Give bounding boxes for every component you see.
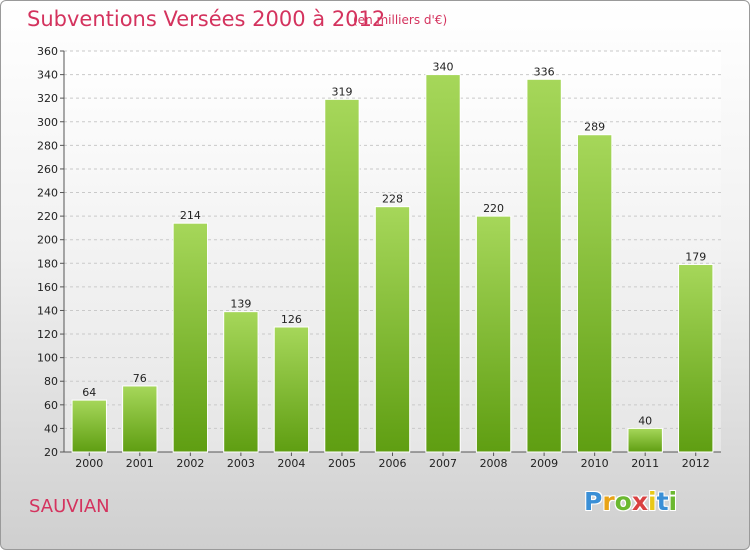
chart-subtitle: (en milliers d'€) — [353, 13, 448, 27]
x-tick-label: 2004 — [277, 457, 305, 470]
x-tick-label: 2007 — [429, 457, 457, 470]
x-tick-label: 2003 — [227, 457, 255, 470]
bar — [172, 222, 209, 453]
x-tick-label: 2011 — [631, 457, 659, 470]
bar-value-label: 40 — [638, 414, 652, 427]
x-tick-label: 2002 — [176, 457, 204, 470]
commune-name: SAUVIAN — [29, 496, 110, 517]
x-tick-label: 2006 — [379, 457, 407, 470]
proxiti-logo[interactable]: Proxiti — [584, 487, 677, 516]
y-tick-label: 180 — [37, 257, 58, 270]
logo-letter: r — [602, 487, 615, 516]
y-tick-label: 320 — [37, 92, 58, 105]
x-tick-label: 2000 — [75, 457, 103, 470]
y-tick-label: 140 — [37, 304, 58, 317]
data-labels: 64 76 214 139 126 319 228 340 220 336 289 40 179 — [82, 61, 706, 428]
bar — [374, 206, 411, 453]
y-tick-label: 300 — [37, 116, 58, 129]
logo-letter: i — [668, 487, 678, 516]
logo-letter: o — [614, 487, 632, 516]
bar — [526, 78, 562, 453]
bars — [71, 74, 714, 453]
bar-value-label: 289 — [584, 121, 605, 134]
logo-letter: i — [648, 487, 657, 516]
y-tick-label: 100 — [37, 352, 58, 365]
y-tick-label: 220 — [37, 210, 58, 223]
bar-value-label: 336 — [534, 65, 555, 78]
y-tick-label: 40 — [44, 422, 58, 435]
y-tick-label: 360 — [37, 45, 58, 58]
y-tick-label: 160 — [37, 281, 58, 294]
x-tick-labels: 2000 2001 2002 2003 2004 2005 2006 2007 2008 2009… — [75, 457, 709, 470]
logo-letter: t — [656, 487, 669, 516]
bar-value-label: 179 — [685, 250, 706, 263]
bar — [324, 98, 360, 453]
bar-value-label: 220 — [483, 202, 504, 215]
bar — [678, 263, 714, 453]
bar-value-label: 340 — [433, 61, 454, 74]
y-tick-label: 20 — [44, 446, 58, 459]
x-tick-label: 2005 — [328, 457, 356, 470]
bar — [273, 326, 310, 453]
x-tick-label: 2001 — [126, 457, 154, 470]
x-tick-label: 2012 — [682, 457, 710, 470]
y-tick-labels: 20 40 60 80 100 120 140 160 180 200 220 240 260 280 30… — [37, 45, 58, 459]
bar — [475, 215, 512, 453]
y-tick-label: 120 — [37, 328, 58, 341]
y-tick-label: 60 — [44, 399, 58, 412]
y-tick-label: 340 — [37, 69, 58, 82]
bar — [425, 74, 461, 453]
bar-value-label: 228 — [382, 193, 403, 206]
logo-letter: P — [584, 487, 603, 516]
bar — [223, 311, 259, 453]
y-tick-label: 260 — [37, 163, 58, 176]
logo-letter: x — [631, 487, 648, 516]
bar — [627, 427, 663, 453]
bar — [122, 385, 158, 453]
y-tick-label: 280 — [37, 139, 58, 152]
y-tick-label: 240 — [37, 187, 58, 200]
bar-value-label: 64 — [82, 386, 96, 399]
chart-title: Subventions Versées 2000 à 2012 — [27, 7, 386, 31]
bar-value-label: 214 — [180, 209, 201, 222]
bar — [576, 134, 613, 453]
x-tick-label: 2009 — [530, 457, 558, 470]
y-tick-label: 80 — [44, 375, 58, 388]
y-tick-label: 200 — [37, 234, 58, 247]
bar-value-label: 76 — [133, 372, 147, 385]
bar-value-label: 139 — [230, 298, 251, 311]
bar-value-label: 319 — [331, 85, 352, 98]
bar — [71, 399, 107, 453]
x-tick-label: 2008 — [480, 457, 508, 470]
bar-value-label: 126 — [281, 313, 302, 326]
x-tick-label: 2010 — [581, 457, 609, 470]
